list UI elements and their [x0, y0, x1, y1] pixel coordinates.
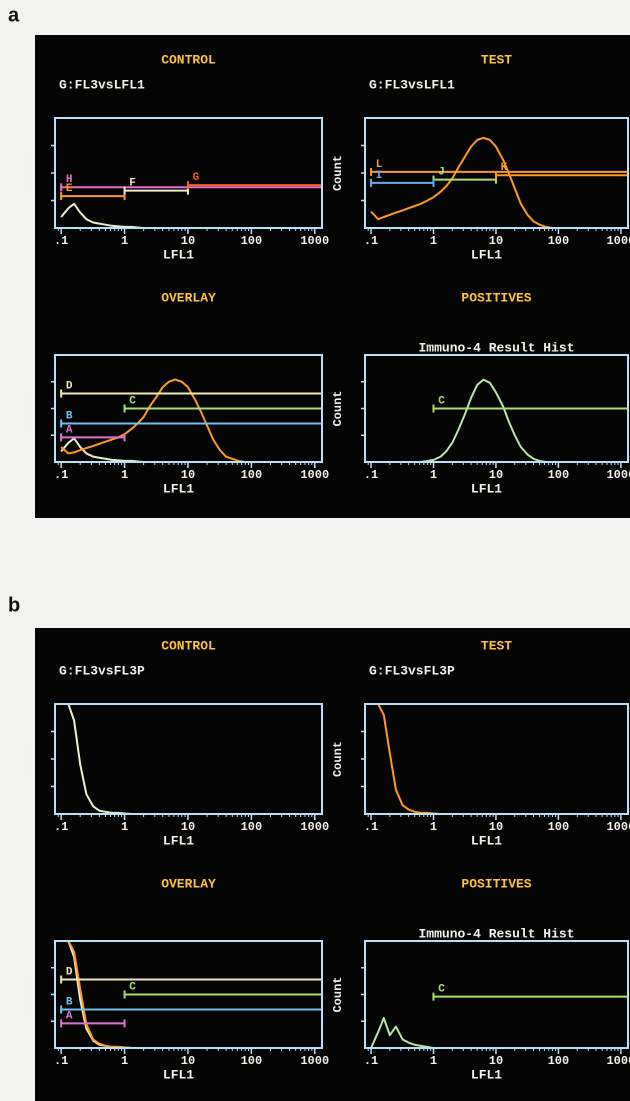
gate-label: B [66, 996, 73, 1008]
gate-label: C [129, 395, 136, 407]
x-tick-label: 10 [181, 234, 195, 248]
x-tick-label: 1 [121, 468, 128, 482]
x-tick-label: 1 [121, 234, 128, 248]
x-tick-label: 1 [430, 820, 437, 834]
chart-title: CONTROL [161, 52, 216, 67]
x-axis-label: LFL1 [471, 833, 502, 848]
gate-label: C [438, 984, 445, 996]
gate-label: A [66, 1010, 73, 1022]
chart-title: TEST [481, 638, 512, 653]
gate-label: C [129, 981, 136, 993]
x-axis-label: LFL1 [163, 247, 194, 262]
x-tick-label: 1000 [606, 1054, 630, 1068]
gate-label: B [66, 410, 73, 422]
x-axis-label: LFL1 [471, 247, 502, 262]
x-tick-label: 10 [489, 1054, 503, 1068]
gate-label: F [129, 178, 136, 190]
x-tick-label: 10 [181, 1054, 195, 1068]
x-tick-label: 1000 [300, 234, 329, 248]
panel-background [35, 628, 630, 1101]
chart-title: OVERLAY [161, 290, 216, 305]
x-tick-label: 100 [548, 234, 570, 248]
y-axis-label: Count [331, 155, 345, 191]
x-tick-label: 10 [489, 234, 503, 248]
gate-label: G [193, 172, 200, 184]
x-tick-label: .1 [54, 1054, 68, 1068]
x-tick-label: 1 [430, 234, 437, 248]
x-tick-label: .1 [364, 1054, 378, 1068]
x-tick-label: 100 [548, 468, 570, 482]
x-tick-label: 1000 [300, 468, 329, 482]
panel-label: a [8, 4, 20, 26]
x-tick-label: 100 [241, 468, 263, 482]
gate-label: J [438, 167, 445, 179]
gate-label: E [66, 183, 73, 195]
panel-background [35, 35, 630, 518]
chart-subtitle: Immuno-4 Result Hist [418, 340, 574, 355]
y-axis-label: Count [331, 390, 345, 426]
chart-title: CONTROL [161, 638, 216, 653]
figure: a b CONTROL G:FL3vsLFL1 Count LFL1 .1 1 10 100 1… [0, 0, 630, 1101]
x-tick-label: 1000 [300, 820, 329, 834]
x-axis-label: LFL1 [471, 1067, 502, 1082]
gate-label: I [376, 170, 383, 182]
x-tick-label: .1 [54, 468, 68, 482]
chart-title: OVERLAY [161, 876, 216, 891]
x-axis-label: LFL1 [163, 1067, 194, 1082]
x-tick-label: 10 [489, 820, 503, 834]
x-tick-label: .1 [54, 234, 68, 248]
gate-label: D [66, 380, 73, 392]
x-tick-label: 100 [241, 234, 263, 248]
x-tick-label: 10 [181, 468, 195, 482]
x-tick-label: .1 [364, 468, 378, 482]
x-tick-label: 100 [241, 1054, 263, 1068]
x-tick-label: 1000 [606, 820, 630, 834]
x-tick-label: 1000 [606, 468, 630, 482]
gate-label: D [66, 966, 73, 978]
y-axis-label: Count [21, 155, 35, 191]
chart-subtitle: Immuno-4 Result Hist [418, 926, 574, 941]
x-tick-label: 100 [548, 1054, 570, 1068]
x-axis-label: LFL1 [163, 481, 194, 496]
chart-subtitle: G:FL3vsFL3P [369, 663, 455, 678]
x-tick-label: 100 [241, 820, 263, 834]
x-tick-label: 10 [181, 820, 195, 834]
gate-label: C [438, 395, 445, 407]
x-tick-label: .1 [54, 820, 68, 834]
chart-title: POSITIVES [461, 290, 531, 305]
x-tick-label: .1 [364, 234, 378, 248]
page: {"figure_labels": ["a", "b"], "chart_dat… [0, 0, 630, 1101]
chart-subtitle: G:FL3vsLFL1 [59, 77, 145, 92]
panel-label: b [8, 594, 20, 616]
chart-subtitle: G:FL3vsFL3P [59, 663, 145, 678]
x-tick-label: 1 [430, 1054, 437, 1068]
chart-subtitle: G:FL3vsLFL1 [369, 77, 455, 92]
x-tick-label: 100 [548, 820, 570, 834]
x-tick-label: 1 [430, 468, 437, 482]
y-axis-label: Count [331, 976, 345, 1012]
y-axis-label: Count [21, 390, 35, 426]
x-tick-label: 1 [121, 1054, 128, 1068]
x-axis-label: LFL1 [471, 481, 502, 496]
chart-title: POSITIVES [461, 876, 531, 891]
x-tick-label: 1000 [300, 1054, 329, 1068]
gate-label: A [66, 424, 73, 436]
gate-label: K [501, 162, 508, 174]
y-axis-label: Count [331, 741, 345, 777]
x-axis-label: LFL1 [163, 833, 194, 848]
chart-title: TEST [481, 52, 512, 67]
x-tick-label: .1 [364, 820, 378, 834]
x-tick-label: 1000 [606, 234, 630, 248]
y-axis-label: Count [21, 976, 35, 1012]
y-axis-label: Count [21, 741, 35, 777]
x-tick-label: 1 [121, 820, 128, 834]
x-tick-label: 10 [489, 468, 503, 482]
